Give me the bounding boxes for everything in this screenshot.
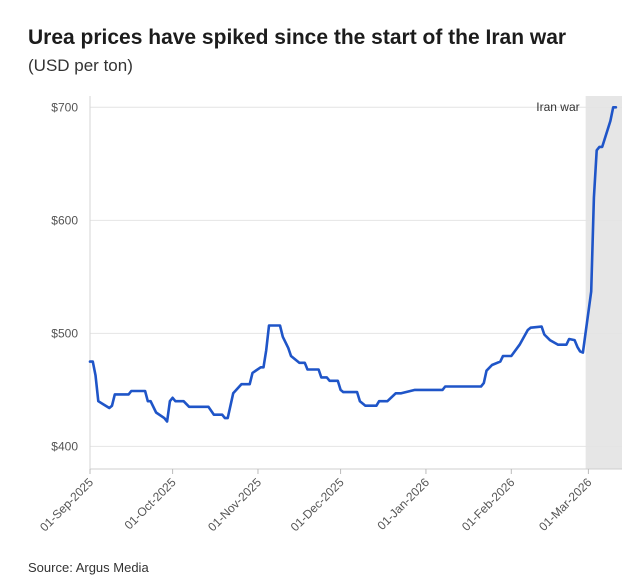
series-line-urea-price [88,106,618,423]
y-tick-label: $600 [51,213,78,227]
x-tick-label: 01-Oct-2025 [122,475,179,532]
chart-title: Urea prices have spiked since the start … [28,26,567,49]
annotation-label: Iran war [536,100,579,114]
series-layer [88,106,618,423]
x-tick-label: 01-Jan-2026 [375,475,433,533]
axis-layer [89,96,622,474]
y-tick-label: $700 [51,100,78,114]
x-tick-label: 01-Dec-2025 [288,475,347,534]
x-tick-label: 01-Mar-2026 [536,475,595,534]
grid-layer [90,106,622,447]
x-tick-label: 01-Nov-2025 [205,475,264,534]
x-tick-label: 01-Feb-2026 [459,475,518,534]
chart-subtitle: (USD per ton) [28,56,133,75]
y-tick-label: $500 [51,326,78,340]
x-tick-label: 01-Sep-2025 [37,475,96,534]
chart-source: Source: Argus Media [28,560,149,575]
y-tick-label: $400 [51,439,78,453]
